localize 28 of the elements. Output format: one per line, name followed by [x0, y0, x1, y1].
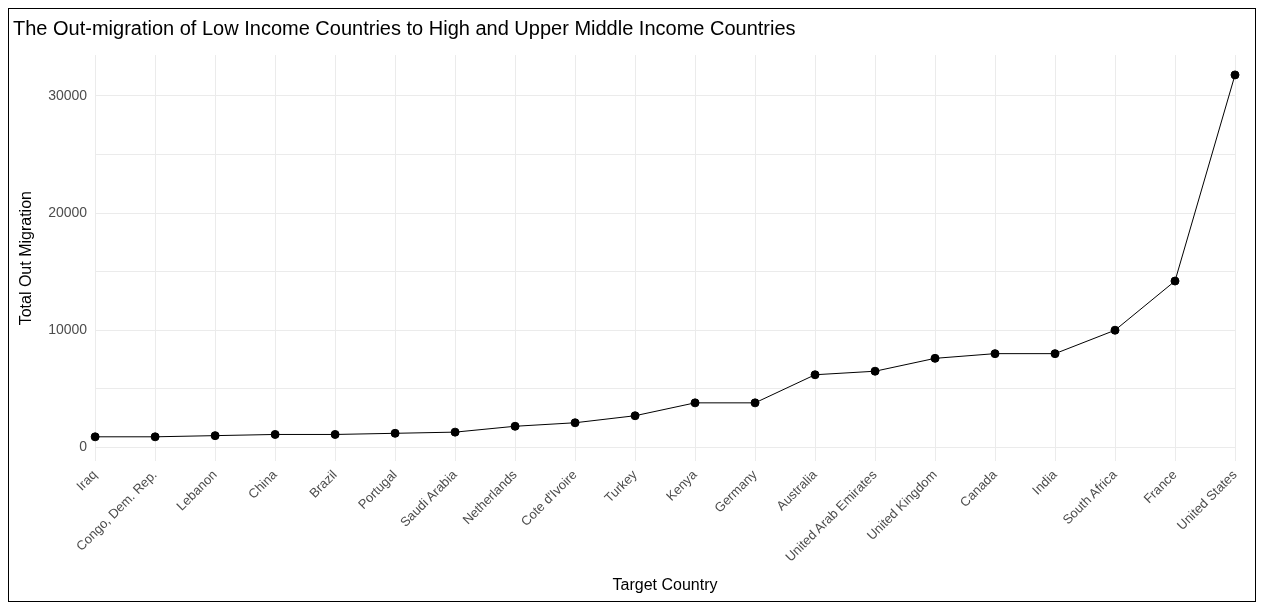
- point: [510, 421, 520, 431]
- point: [210, 431, 220, 441]
- y-tick-label: 20000: [48, 203, 88, 220]
- chart-title: The Out-migration of Low Income Countries to High and Upper Middle Income Countries: [13, 16, 796, 39]
- point: [930, 353, 940, 363]
- y-tick-label: 10000: [48, 321, 88, 338]
- point: [270, 429, 280, 439]
- point: [390, 428, 400, 438]
- point: [1170, 276, 1180, 286]
- point: [570, 418, 580, 428]
- point: [990, 349, 1000, 359]
- point: [1230, 70, 1240, 80]
- point: [450, 427, 460, 437]
- x-axis-title: Target Country: [612, 575, 718, 593]
- x-tick-label: Iraq: [73, 466, 100, 494]
- point: [1110, 325, 1120, 335]
- point: [1050, 349, 1060, 359]
- point: [90, 432, 100, 442]
- point: [870, 366, 880, 376]
- y-axis-title: Total Out Migration: [17, 191, 35, 326]
- point: [150, 432, 160, 442]
- y-tick-label: 30000: [48, 86, 88, 103]
- point: [330, 429, 340, 439]
- point: [690, 398, 700, 408]
- y-tick-label: 0: [79, 438, 88, 455]
- point: [810, 370, 820, 380]
- point: [630, 411, 640, 421]
- point: [750, 398, 760, 408]
